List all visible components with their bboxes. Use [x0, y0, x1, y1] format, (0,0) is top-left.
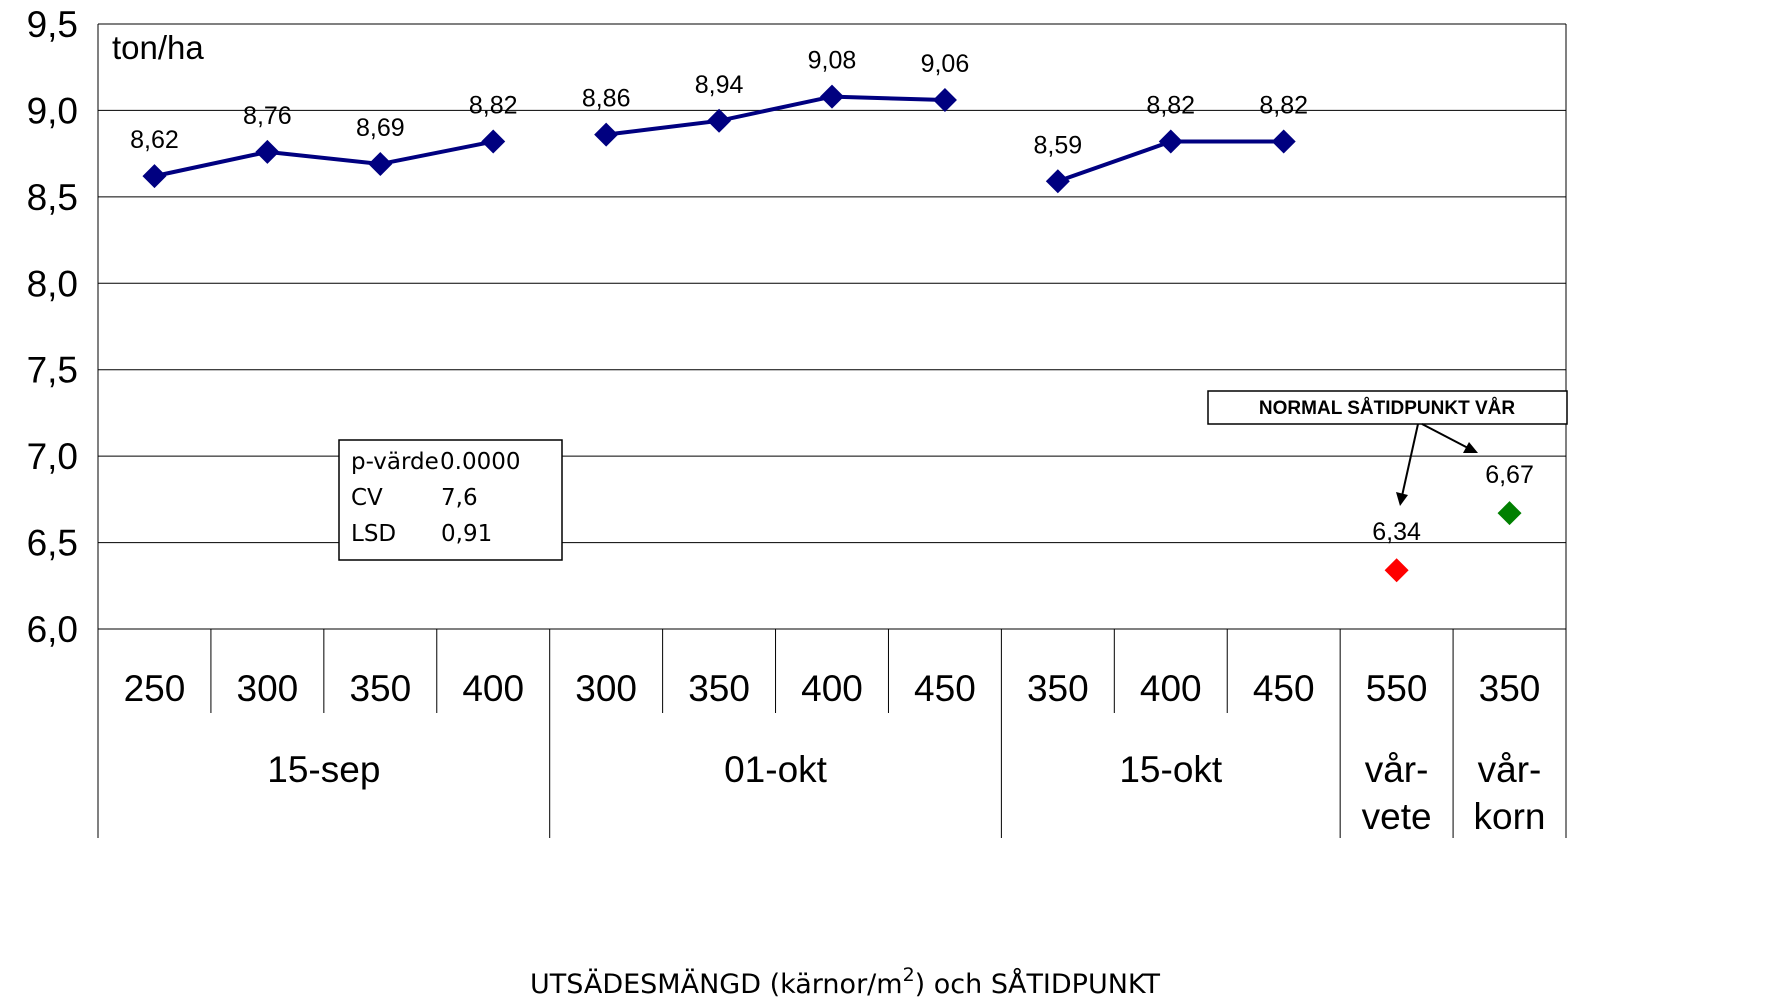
stat-value: 7,6 — [441, 485, 478, 511]
category-label: 300 — [237, 668, 299, 709]
data-point-marker — [1045, 169, 1070, 194]
category-label: 450 — [1253, 668, 1315, 709]
series-line — [154, 139, 494, 179]
category-label: 550 — [1366, 668, 1428, 709]
category-label: 350 — [1479, 668, 1541, 709]
y-tick-label: 9,0 — [27, 90, 78, 131]
callout-arrow-head — [1396, 492, 1408, 506]
x-axis-title: UTSÄDESMÄNGD (kärnor/m2) och SÅTIDPUNKT — [530, 964, 1161, 1000]
data-point-marker — [368, 152, 393, 177]
x-categories: 250 300 350 400 300 350 400 450 350 400 450 550 350 1… — [124, 668, 1546, 837]
y-tick-label: 6,0 — [27, 609, 78, 650]
series-line — [605, 94, 945, 137]
series: 8,62 8,76 8,69 8,82 8,86 8,94 9,08 9,06 8,59 8,82… — [130, 47, 1534, 583]
callout-frame — [1207, 390, 1568, 425]
stats-box: p-värde 0.0000 CV 7,6 LSD 0,91 — [338, 439, 563, 561]
group-label: vete — [1362, 796, 1432, 837]
callout-arrow-line — [1421, 423, 1469, 449]
stat-value: 0.0000 — [440, 449, 520, 475]
data-label: 8,82 — [1146, 92, 1195, 120]
group-label: 01-okt — [724, 749, 828, 790]
y-tick-label: 6,5 — [27, 523, 78, 564]
group-label: vår- — [1365, 749, 1429, 790]
category-label: 350 — [688, 668, 750, 709]
data-label: 9,08 — [808, 47, 857, 75]
axes — [97, 23, 1567, 838]
stats-box-frame — [338, 439, 563, 561]
data-point-marker — [481, 129, 506, 154]
data-point-marker — [1497, 501, 1522, 526]
data-point-marker — [142, 164, 167, 189]
data-label: 6,34 — [1372, 518, 1421, 546]
data-label: 6,67 — [1485, 461, 1534, 489]
stat-label: CV — [351, 485, 383, 511]
category-label: 400 — [462, 668, 524, 709]
callout-text: NORMAL SÅTIDPUNKT VÅR — [1259, 398, 1515, 419]
category-label: 400 — [1140, 668, 1202, 709]
x-axis-title-superscript: 2 — [903, 964, 915, 986]
y-tick-label: 7,0 — [27, 436, 78, 477]
x-axis-title-main: UTSÄDESMÄNGD (kärnor/m — [530, 968, 903, 1000]
y-tick-labels: 6,0 6,5 7,0 7,5 8,0 8,5 9,0 9,5 — [27, 4, 78, 650]
data-point-marker — [1384, 558, 1409, 583]
category-label: 350 — [349, 668, 411, 709]
data-point-marker — [820, 84, 844, 109]
data-label: 8,82 — [1259, 92, 1308, 120]
data-label: 9,06 — [921, 50, 970, 78]
callout-arrow-head — [1463, 442, 1478, 453]
group-label: vår- — [1478, 749, 1542, 790]
y-tick-label: 7,5 — [27, 350, 78, 391]
data-label: 8,59 — [1034, 131, 1083, 159]
data-label: 8,76 — [243, 102, 292, 130]
group-label: 15-sep — [267, 749, 380, 790]
data-point-marker — [932, 88, 957, 113]
unit-label: ton/ha — [112, 29, 204, 66]
data-label: 8,69 — [356, 114, 405, 142]
stat-label: p-värde — [351, 449, 439, 475]
data-label: 8,94 — [695, 71, 744, 99]
data-point-marker — [594, 122, 619, 147]
group-label: 15-okt — [1119, 749, 1223, 790]
category-label: 350 — [1027, 668, 1089, 709]
data-label: 8,82 — [469, 92, 518, 120]
callout-arrow-line — [1401, 423, 1419, 497]
y-tick-label: 8,5 — [27, 177, 78, 218]
gridlines — [98, 23, 1566, 630]
data-point-marker — [707, 108, 732, 133]
stat-label: LSD — [351, 521, 396, 547]
y-tick-label: 9,5 — [27, 4, 78, 45]
stat-value: 0,91 — [441, 521, 492, 547]
callout: NORMAL SÅTIDPUNKT VÅR — [1207, 390, 1568, 506]
category-label: 250 — [124, 668, 186, 709]
data-label: 8,86 — [582, 85, 631, 113]
group-label: korn — [1474, 796, 1546, 837]
data-point-marker — [255, 139, 280, 164]
category-label: 300 — [575, 668, 637, 709]
data-point-marker — [1158, 129, 1183, 154]
category-label: 450 — [914, 668, 976, 709]
category-label: 400 — [801, 668, 863, 709]
data-point-marker — [1271, 129, 1296, 154]
x-axis-title-tail: ) och SÅTIDPUNKT — [915, 968, 1161, 1000]
y-tick-label: 8,0 — [27, 263, 78, 304]
data-label: 8,62 — [130, 126, 179, 154]
